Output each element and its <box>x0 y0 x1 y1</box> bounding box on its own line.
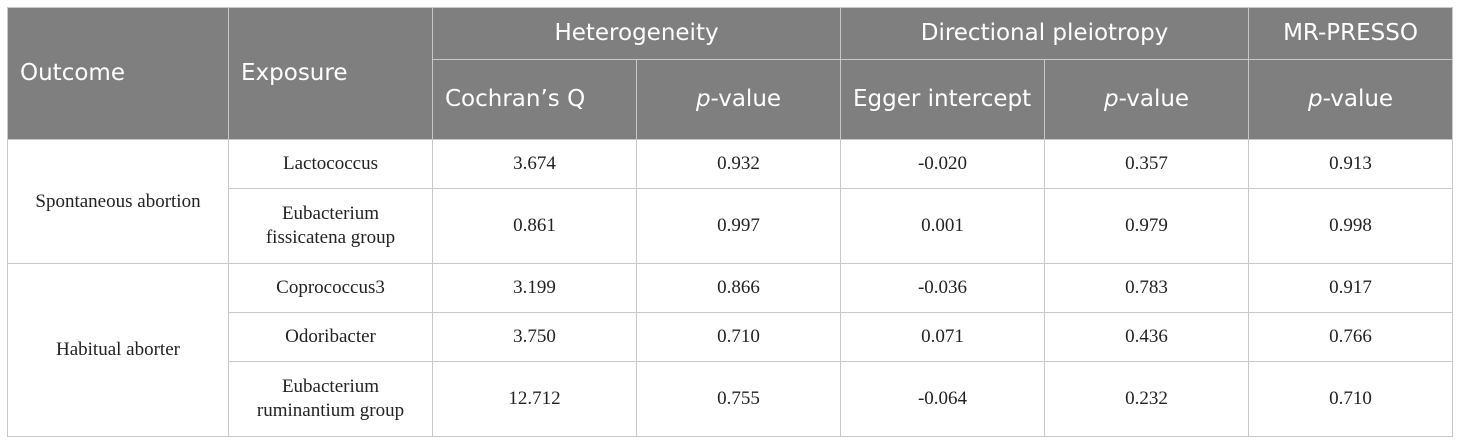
header-mr-presso: MR-PRESSO <box>1248 7 1454 60</box>
mr-presso-p-cell: 0.710 <box>1248 361 1454 437</box>
mr-presso-p-cell: 0.766 <box>1248 312 1454 362</box>
egger-intercept-cell: 0.001 <box>840 188 1046 264</box>
header-heterogeneity: Heterogeneity <box>431 7 842 60</box>
p-letter: p <box>695 86 711 112</box>
header-row-top: Outcome Exposure Heterogeneity Direction… <box>7 7 1454 140</box>
pleiotropy-p-cell: 0.436 <box>1044 312 1250 362</box>
p-suffix: -value <box>1322 86 1394 112</box>
exposure-cell: Coprococcus3 <box>228 263 433 313</box>
header-cochrans-q: Cochran’s Q <box>432 59 637 140</box>
heterogeneity-p-cell: 0.997 <box>635 188 842 264</box>
exposure-cell: Eubacterium fissicatena group <box>228 188 433 264</box>
header-egger-intercept: Egger intercept <box>840 59 1046 140</box>
p-suffix: -value <box>1118 86 1190 112</box>
p-letter: p <box>1307 86 1323 112</box>
table-header: Outcome Exposure Heterogeneity Direction… <box>7 7 1454 140</box>
header-outcome: Outcome <box>7 7 229 140</box>
table-row: Spontaneous abortion Lactococcus 3.674 0… <box>7 139 1454 264</box>
mr-presso-p-cell: 0.913 <box>1248 139 1454 189</box>
heterogeneity-p-cell: 0.755 <box>635 361 842 437</box>
header-mr-presso-p-value: p-value <box>1248 59 1454 140</box>
cochrans-q-cell: 3.199 <box>432 263 637 313</box>
table-row: Eubacterium fissicatena group 0.861 0.99… <box>8 188 1454 264</box>
mr-presso-p-cell: 0.998 <box>1248 188 1454 264</box>
cochrans-q-cell: 3.750 <box>432 312 637 362</box>
table-row: Habitual aborter Coprococcus3 3.199 0.86… <box>7 263 1454 437</box>
mr-presso-p-cell: 0.917 <box>1248 263 1454 313</box>
p-letter: p <box>1103 86 1119 112</box>
header-heterogeneity-p-value: p-value <box>635 59 842 140</box>
cochrans-q-cell: 3.674 <box>432 139 637 189</box>
exposure-cell: Eubacterium ruminantium group <box>228 361 433 437</box>
table-row: Eubacterium ruminantium group 12.712 0.7… <box>8 361 1454 437</box>
outcome-cell: Spontaneous abortion <box>7 139 229 264</box>
pleiotropy-p-cell: 0.357 <box>1044 139 1250 189</box>
results-table: Outcome Exposure Heterogeneity Direction… <box>7 7 1454 437</box>
cochrans-q-cell: 12.712 <box>432 361 637 437</box>
header-exposure: Exposure <box>228 7 433 140</box>
header-directional-pleiotropy: Directional pleiotropy <box>840 7 1250 60</box>
header-pleiotropy-p-value: p-value <box>1044 59 1250 140</box>
p-suffix: -value <box>710 86 782 112</box>
exposure-cell: Lactococcus <box>228 139 433 189</box>
heterogeneity-p-cell: 0.710 <box>635 312 842 362</box>
pleiotropy-p-cell: 0.979 <box>1044 188 1250 264</box>
egger-intercept-cell: 0.071 <box>840 312 1046 362</box>
egger-intercept-cell: -0.036 <box>840 263 1046 313</box>
pleiotropy-p-cell: 0.232 <box>1044 361 1250 437</box>
egger-intercept-cell: -0.020 <box>840 139 1046 189</box>
header-row-sub: Cochran’s Q p-value Egger intercept p-va… <box>8 59 1454 140</box>
cochrans-q-cell: 0.861 <box>432 188 637 264</box>
heterogeneity-p-cell: 0.866 <box>635 263 842 313</box>
heterogeneity-p-cell: 0.932 <box>635 139 842 189</box>
pleiotropy-p-cell: 0.783 <box>1044 263 1250 313</box>
egger-intercept-cell: -0.064 <box>840 361 1046 437</box>
outcome-cell: Habitual aborter <box>7 263 229 437</box>
exposure-cell: Odoribacter <box>228 312 433 362</box>
table-body: Spontaneous abortion Lactococcus 3.674 0… <box>7 139 1454 437</box>
